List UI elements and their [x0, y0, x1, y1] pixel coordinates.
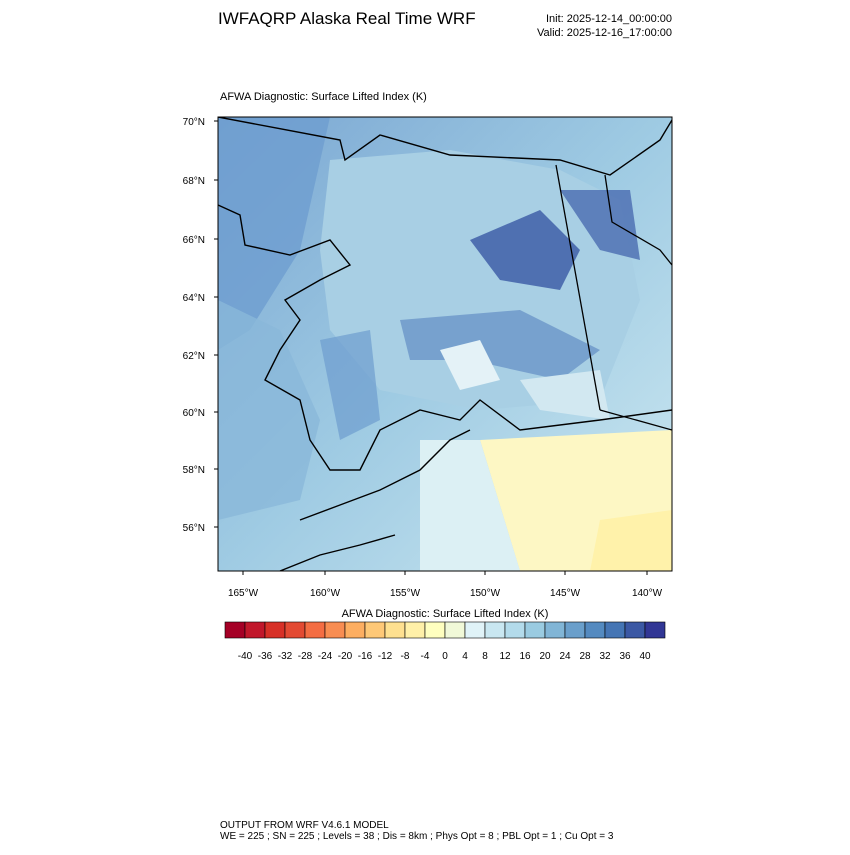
color-swatch [344, 621, 366, 639]
colorbar-label: 40 [639, 651, 651, 662]
colorbar-label: 0 [442, 651, 448, 662]
color-swatch [424, 621, 446, 639]
lat-label: 58°N [183, 465, 205, 476]
color-swatch [544, 621, 566, 639]
colorbar-label: -16 [358, 651, 373, 662]
color-swatch [564, 621, 586, 639]
color-swatch [644, 621, 666, 639]
map-field [218, 117, 672, 571]
color-swatch [404, 621, 426, 639]
lon-label: 140°W [632, 588, 663, 599]
lat-label: 66°N [183, 235, 205, 246]
colorbar-label: 12 [499, 651, 511, 662]
color-swatch [264, 621, 286, 639]
lon-label: 145°W [550, 588, 581, 599]
valid-time: Valid: 2025-12-16_17:00:00 [537, 27, 672, 39]
colorbar: -40 -36 -32 -28 -24 -20 -16 -12 -8 -4 0 4 8 12 16 20 24 2… [224, 621, 666, 662]
color-swatch [504, 621, 526, 639]
lat-label: 56°N [183, 523, 205, 534]
footer-line: WE = 225 ; SN = 225 ; Levels = 38 ; Dis … [220, 831, 614, 842]
color-swatch [444, 621, 466, 639]
colorbar-label: -36 [258, 651, 273, 662]
colorbar-label: 32 [599, 651, 611, 662]
lat-label: 60°N [183, 408, 205, 419]
lat-label: 62°N [183, 351, 205, 362]
color-swatch [364, 621, 386, 639]
colorbar-label: -12 [378, 651, 393, 662]
lat-label: 70°N [183, 117, 205, 128]
colorbar-label: -8 [401, 651, 410, 662]
footer-line: OUTPUT FROM WRF V4.6.1 MODEL [220, 820, 389, 831]
colorbar-label: -20 [338, 651, 353, 662]
title: IWFAQRP Alaska Real Time WRF [218, 9, 476, 28]
colorbar-label: -28 [298, 651, 313, 662]
lon-label: 165°W [228, 588, 259, 599]
color-swatch [524, 621, 546, 639]
color-swatch [484, 621, 506, 639]
color-swatch [624, 621, 646, 639]
color-swatch [604, 621, 626, 639]
color-swatch [244, 621, 266, 639]
color-swatch [324, 621, 346, 639]
colorbar-label: 24 [559, 651, 571, 662]
colorbar-title: AFWA Diagnostic: Surface Lifted Index (K… [342, 608, 549, 620]
color-swatch [224, 621, 246, 639]
map-title: AFWA Diagnostic: Surface Lifted Index (K… [220, 91, 427, 103]
colorbar-label: 28 [579, 651, 591, 662]
map-frame [217, 116, 673, 572]
init-time: Init: 2025-12-14_00:00:00 [546, 13, 672, 25]
lat-label: 64°N [183, 293, 205, 304]
lon-labels: 165°W 160°W 155°W 150°W 145°W 140°W [228, 571, 663, 599]
colorbar-label: 20 [539, 651, 551, 662]
colorbar-label: 8 [482, 651, 488, 662]
lon-label: 160°W [310, 588, 341, 599]
color-swatch [464, 621, 486, 639]
colorbar-label: 4 [462, 651, 468, 662]
color-swatch [304, 621, 326, 639]
colorbar-label: -24 [318, 651, 333, 662]
lon-label: 155°W [390, 588, 421, 599]
color-swatch [384, 621, 406, 639]
colorbar-label: -32 [278, 651, 293, 662]
lon-label: 150°W [470, 588, 501, 599]
lat-label: 68°N [183, 176, 205, 187]
lat-labels: 70°N 68°N 66°N 64°N 62°N 60°N 58°N 56°N [183, 117, 218, 534]
colorbar-label: 36 [619, 651, 631, 662]
color-swatch [584, 621, 606, 639]
color-swatch [284, 621, 306, 639]
colorbar-label: 16 [519, 651, 531, 662]
colorbar-label: -4 [421, 651, 430, 662]
colorbar-label: -40 [238, 651, 253, 662]
